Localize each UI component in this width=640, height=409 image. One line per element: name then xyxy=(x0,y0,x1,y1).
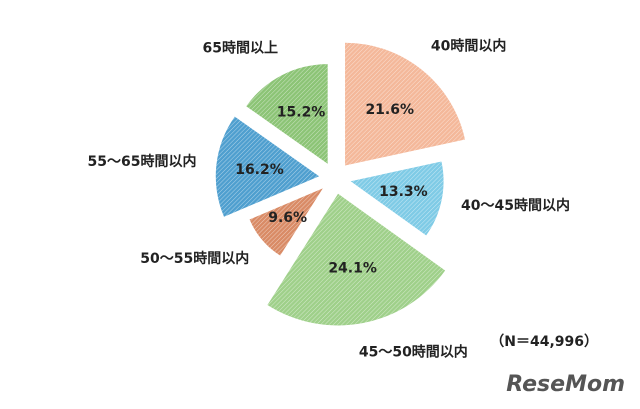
value-label: 13.3% xyxy=(379,184,428,200)
slice-hatch xyxy=(267,193,446,326)
slice-hatch xyxy=(249,188,323,256)
note: （N＝44,996） xyxy=(490,334,598,350)
category-label: 50～55時間以内 xyxy=(140,250,249,267)
category-label: 55～65時間以内 xyxy=(88,153,197,170)
value-label: 15.2% xyxy=(277,104,326,120)
value-label: 24.1% xyxy=(328,261,377,277)
slice-hatch xyxy=(246,64,328,164)
value-label: 21.6% xyxy=(365,102,414,118)
category-label: 40～45時間以内 xyxy=(461,197,570,214)
category-label: 40時間以内 xyxy=(431,38,506,55)
watermark: ReseMom xyxy=(506,372,625,397)
value-label: 16.2% xyxy=(235,162,284,178)
slice-hatch xyxy=(345,42,466,166)
category-label: 65時間以上 xyxy=(203,40,278,57)
category-label: 45～50時間以内 xyxy=(359,344,468,361)
slice-hatch xyxy=(215,116,320,217)
value-label: 9.6% xyxy=(268,210,307,226)
slice-hatch xyxy=(350,161,444,236)
